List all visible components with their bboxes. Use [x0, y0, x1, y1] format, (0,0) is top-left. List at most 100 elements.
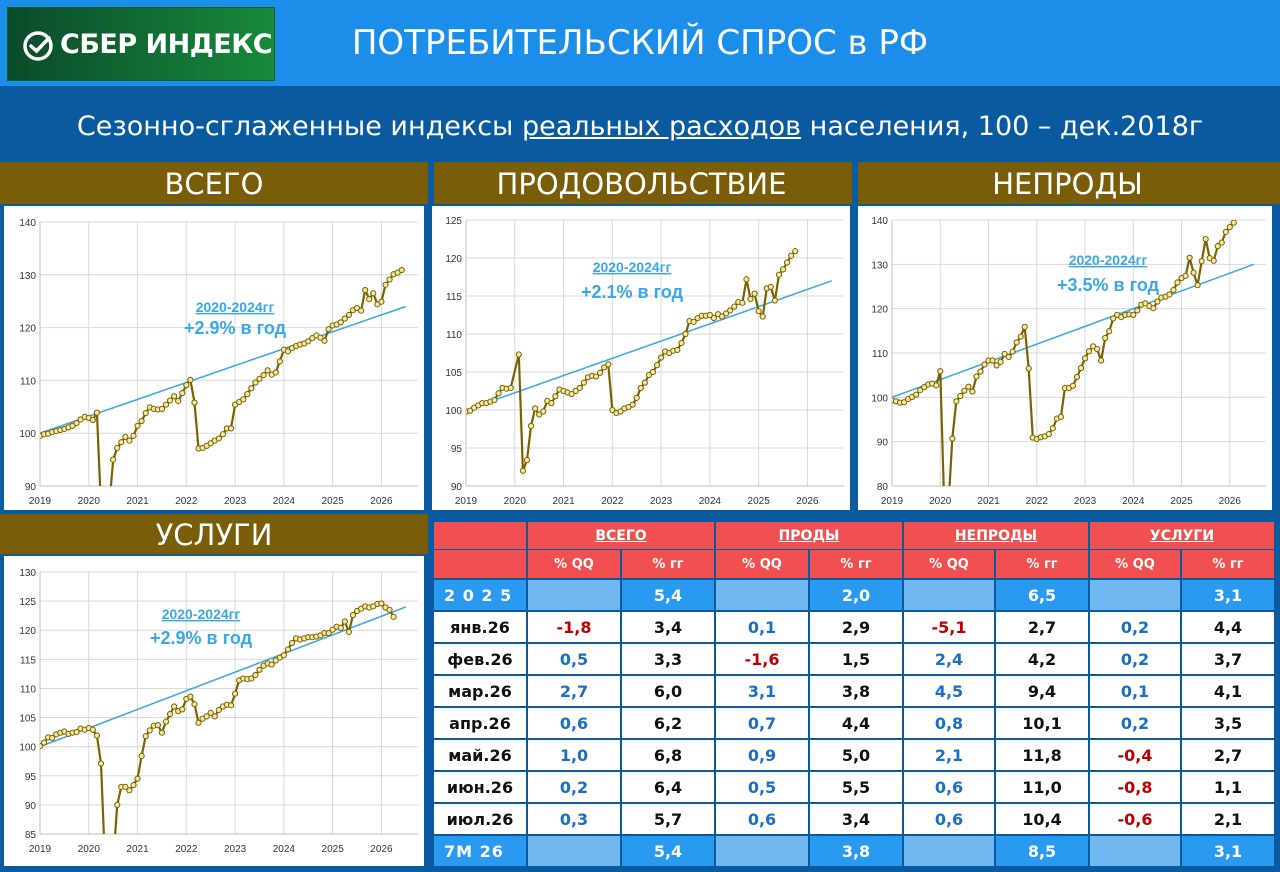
data-point — [110, 456, 117, 463]
data-point — [1230, 220, 1237, 226]
y-tick-label: 95 — [25, 772, 37, 783]
data-point — [280, 652, 287, 659]
table-cell: 0,2 — [528, 772, 620, 802]
data-point — [284, 646, 292, 653]
data-point — [126, 787, 133, 794]
data-point — [187, 693, 194, 700]
table-cell: 2,9 — [810, 612, 902, 642]
data-point — [276, 358, 283, 365]
x-tick-label: 2025 — [748, 496, 771, 507]
x-tick-label: 2022 — [601, 496, 624, 507]
data-point — [515, 351, 522, 358]
data-point — [130, 781, 137, 789]
table-cell: 0,6 — [904, 772, 994, 802]
table-cell: 0,6 — [716, 804, 808, 834]
table-subheader: % QQ — [1090, 550, 1180, 578]
chart-nonfood-svg: 80 90 100 110 120 130 140 2019 2020 2021 2022 2023 2… — [871, 216, 1266, 507]
data-point — [49, 734, 56, 742]
data-point — [272, 657, 279, 664]
data-point — [605, 361, 612, 368]
data-point — [386, 606, 393, 613]
table-cell: 3,5 — [1182, 708, 1274, 738]
table-cell: -1,6 — [716, 644, 808, 674]
data-point — [1130, 311, 1137, 318]
table-cell: 0,2 — [1090, 612, 1180, 642]
x-tick-label: 2026 — [370, 496, 393, 507]
x-tick-label: 2024 — [273, 844, 296, 855]
data-point — [138, 417, 145, 425]
y-tick-label: 100 — [19, 743, 36, 754]
x-tick-label: 2019 — [29, 844, 52, 855]
chart-services-svg: 85 90 95 100 105 110 115 120 125 130 2019 2020 2021 2… — [19, 568, 418, 855]
y-tick-label: 105 — [19, 714, 36, 725]
y-tick-label: 90 — [25, 801, 37, 812]
data-point — [386, 276, 393, 283]
data-point — [788, 252, 795, 259]
y-tick-label: 100 — [19, 429, 36, 440]
subtitle-underlined: реальных расходов — [521, 111, 802, 142]
table-cell: -5,1 — [904, 612, 994, 642]
plot-area — [40, 600, 407, 834]
data-point — [751, 290, 758, 297]
table-cell — [1090, 836, 1180, 866]
data-point — [678, 340, 685, 347]
x-tick-label: 2023 — [224, 844, 247, 855]
x-tick-label: 2022 — [175, 496, 198, 507]
table-group-header: УСЛУГИ — [1090, 522, 1274, 549]
table-cell: 5,4 — [622, 836, 714, 866]
data-point — [576, 384, 583, 392]
data-point — [93, 409, 101, 416]
data-point — [227, 702, 235, 709]
y-tick-label: 120 — [19, 324, 36, 335]
data-point — [933, 382, 940, 389]
data-point — [187, 376, 194, 383]
data-point — [134, 775, 141, 782]
table-cell: 0,1 — [716, 612, 808, 642]
x-tick-label: 2024 — [1122, 496, 1145, 507]
table-cell: 0,2 — [1090, 708, 1180, 738]
data-point — [969, 388, 976, 395]
table-cell — [904, 836, 994, 866]
table-cell: 0,6 — [904, 804, 994, 834]
data-point — [349, 611, 357, 619]
x-tick-label: 2019 — [455, 496, 478, 507]
data-point — [252, 671, 259, 679]
y-tick-label: 95 — [451, 444, 463, 455]
data-point — [118, 439, 125, 446]
data-point — [641, 379, 648, 386]
data-point — [158, 729, 166, 736]
data-point — [1226, 223, 1233, 231]
data-point — [175, 397, 182, 405]
data-point — [305, 338, 312, 345]
x-tick-label: 2026 — [1219, 496, 1242, 507]
x-tick-label: 2020 — [78, 844, 101, 855]
data-point — [710, 314, 718, 322]
y-tick-label: 130 — [19, 271, 36, 282]
data-point — [645, 371, 653, 379]
data-point — [337, 624, 344, 631]
data-point — [682, 330, 689, 338]
chart-services: 85 90 95 100 105 110 115 120 125 130 2019 2020 2021 2… — [4, 556, 424, 866]
data-point — [130, 432, 137, 439]
annotation-period: 2020-2024гг — [162, 606, 241, 622]
data-point — [957, 392, 964, 400]
data-point — [240, 396, 247, 403]
data-point — [126, 437, 133, 444]
stats-table: ВСЕГО% QQ% гг ПРОДЫ% QQ% гг НЕПРОДЫ% QQ% г… — [434, 522, 1274, 866]
data-point — [495, 390, 502, 397]
data-point — [771, 297, 778, 304]
table-cell: 6,5 — [996, 580, 1088, 610]
table-cell: 0,1 — [1090, 676, 1180, 706]
table-cell: 0,8 — [904, 708, 994, 738]
subtitle-pre: Сезонно-сглаженные индексы — [76, 111, 522, 142]
data-point — [1198, 258, 1205, 265]
x-tick-label: 2019 — [881, 496, 904, 507]
data-point — [1110, 315, 1117, 322]
chart-nonfood: 80 90 100 110 120 130 140 2019 2020 2021 2022 2023 2… — [858, 206, 1272, 510]
page-title: ПОТРЕБИТЕЛЬСКИЙ СПРОС в РФ — [351, 23, 929, 63]
data-point — [191, 399, 198, 406]
x-tick-label: 2023 — [224, 496, 247, 507]
data-point — [1017, 333, 1024, 340]
y-tick-label: 130 — [871, 260, 888, 271]
data-point — [162, 718, 170, 725]
